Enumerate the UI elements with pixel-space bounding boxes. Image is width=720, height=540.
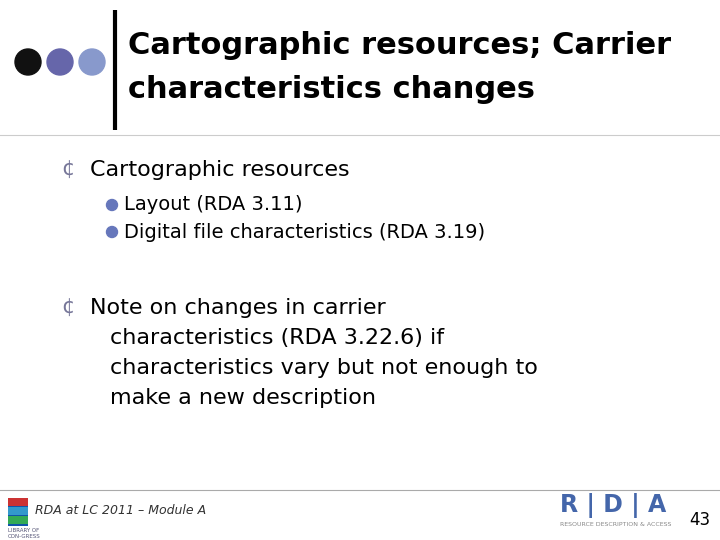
Text: characteristics vary but not enough to: characteristics vary but not enough to	[110, 358, 538, 378]
Text: Note on changes in carrier: Note on changes in carrier	[90, 298, 386, 318]
Text: Layout (RDA 3.11): Layout (RDA 3.11)	[124, 195, 302, 214]
Text: 43: 43	[689, 511, 710, 529]
Text: RESOURCE DESCRIPTION & ACCESS: RESOURCE DESCRIPTION & ACCESS	[560, 523, 671, 528]
FancyBboxPatch shape	[8, 498, 28, 506]
Text: Cartographic resources; Carrier: Cartographic resources; Carrier	[128, 30, 671, 59]
Circle shape	[79, 49, 105, 75]
Text: ¢: ¢	[61, 160, 75, 180]
Text: R | D | A: R | D | A	[560, 492, 666, 517]
Text: LIBRARY OF: LIBRARY OF	[8, 528, 40, 532]
Circle shape	[47, 49, 73, 75]
Circle shape	[107, 226, 117, 238]
Text: characteristics (RDA 3.22.6) if: characteristics (RDA 3.22.6) if	[110, 328, 444, 348]
FancyBboxPatch shape	[8, 507, 28, 515]
Text: ¢: ¢	[61, 298, 75, 318]
FancyBboxPatch shape	[8, 516, 28, 524]
Circle shape	[107, 199, 117, 211]
Text: characteristics changes: characteristics changes	[128, 76, 535, 105]
Text: make a new description: make a new description	[110, 388, 376, 408]
Text: Cartographic resources: Cartographic resources	[90, 160, 350, 180]
Circle shape	[15, 49, 41, 75]
Text: CON-GRESS: CON-GRESS	[8, 534, 41, 538]
Text: Digital file characteristics (RDA 3.19): Digital file characteristics (RDA 3.19)	[124, 222, 485, 241]
FancyBboxPatch shape	[8, 498, 28, 526]
Text: RDA at LC 2011 – Module A: RDA at LC 2011 – Module A	[35, 503, 206, 516]
